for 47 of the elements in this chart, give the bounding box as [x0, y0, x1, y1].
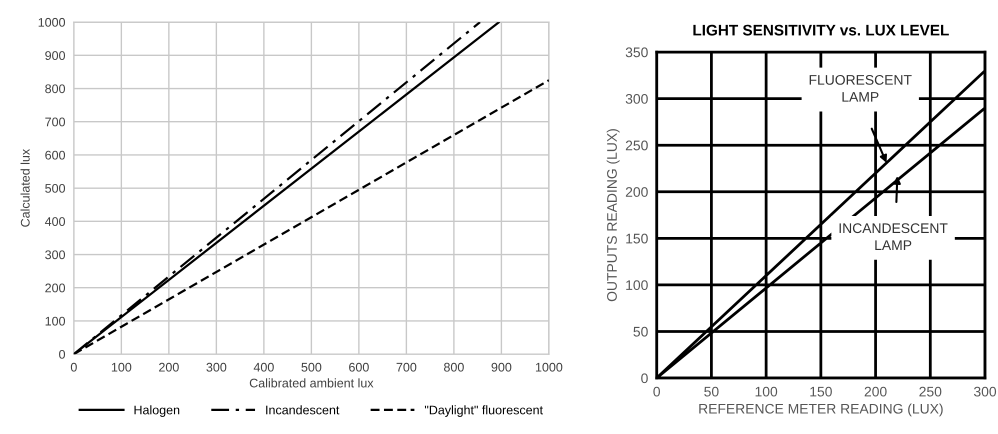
y-tick-label: 500	[45, 184, 66, 193]
y-axis-title: Calculated lux	[20, 149, 30, 227]
x-tick-label: 300	[206, 362, 226, 372]
x-tick-label: 600	[349, 362, 369, 372]
x-axis-title: REFERENCE METER READING (LUX)	[699, 403, 943, 416]
chart-title: LIGHT SENSITIVITY vs. LUX LEVEL	[693, 24, 949, 36]
x-tick-label: 700	[396, 362, 416, 372]
y-tick-label: 1000	[38, 18, 66, 27]
legend-label: Halogen	[134, 405, 180, 417]
annotation: INCANDESCENT LAMP	[840, 223, 948, 250]
y-tick-label: 100	[626, 280, 648, 290]
legend-label: Incandescent	[266, 405, 340, 414]
x-tick-label: 100	[112, 362, 132, 372]
y-tick-label: 50	[633, 326, 648, 337]
x-tick-label: 800	[444, 362, 464, 372]
y-tick-label: 300	[626, 94, 648, 104]
annotation: FLUORESCENT LAMP	[810, 74, 912, 102]
y-tick-label: 400	[44, 217, 66, 226]
x-tick-label: 900	[492, 362, 512, 372]
legend-label: "Daylight" fluorescent	[424, 405, 543, 417]
y-tick-label: 900	[45, 51, 66, 60]
x-tick-label: 100	[756, 386, 778, 397]
x-tick-label: 200	[864, 386, 887, 397]
x-tick-label: 50	[704, 386, 719, 397]
y-tick-label: 200	[626, 187, 648, 197]
y-axis-title: OUTPUTS READING (LUX)	[606, 129, 620, 302]
y-tick-label: 600	[45, 150, 66, 160]
x-tick-label: 0	[70, 362, 77, 372]
x-tick-label: 0	[653, 386, 660, 397]
x-tick-label: 1000	[536, 362, 562, 372]
y-tick-label: 350	[626, 47, 648, 58]
x-tick-label: 500	[301, 362, 322, 372]
y-tick-label: 700	[45, 118, 66, 126]
y-tick-label: 0	[641, 373, 648, 384]
x-tick-label: 300	[974, 386, 996, 397]
x-tick-label: 200	[159, 362, 179, 372]
y-tick-label: 800	[45, 84, 66, 94]
y-tick-label: 300	[45, 250, 66, 260]
x-axis-title: Calibrated ambient lux	[250, 378, 374, 388]
y-tick-label: 200	[45, 284, 66, 292]
x-tick-label: 150	[810, 386, 832, 397]
y-tick-label: 250	[626, 140, 648, 150]
x-tick-label: 400	[254, 362, 274, 372]
y-tick-label: 0	[59, 350, 66, 359]
x-tick-label: 250	[919, 386, 942, 397]
y-tick-label: 150	[626, 234, 648, 244]
y-tick-label: 100	[46, 316, 66, 326]
